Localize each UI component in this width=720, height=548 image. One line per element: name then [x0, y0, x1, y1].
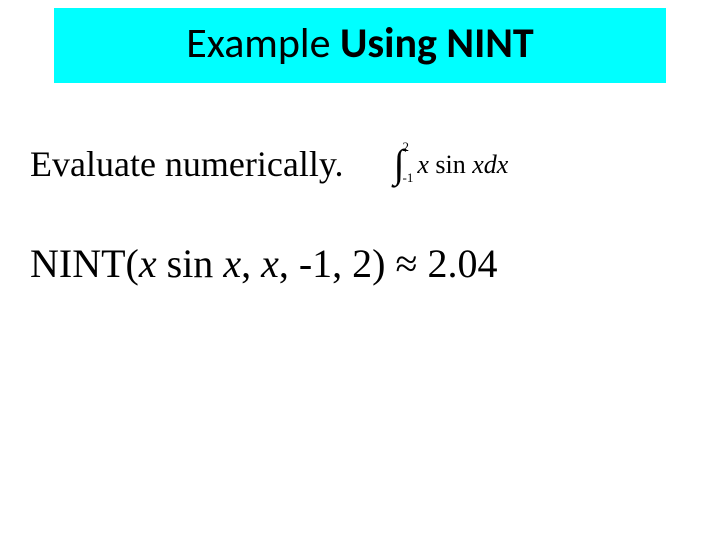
integrand: x sin xdx: [417, 150, 508, 180]
result-arg-sin: sin: [157, 241, 224, 286]
result-func: NINT(: [30, 241, 139, 286]
result-approx: ≈ 2.04: [395, 241, 497, 286]
result-arg-x2: x: [223, 241, 241, 286]
result-arg-var: x: [261, 241, 279, 286]
result-row: NINT(x sin x, x, -1, 2) ≈ 2.04: [30, 240, 690, 287]
result-arg-x1: x: [139, 241, 157, 286]
title-part2: Using NINT: [340, 18, 534, 69]
title-part1: Example: [186, 18, 340, 69]
prompt-row: Evaluate numerically. ∫ 2 -1 x sin xdx: [30, 143, 690, 185]
integral-expression: ∫ 2 -1 x sin xdx: [394, 144, 509, 184]
integrand-sin: sin: [429, 150, 472, 179]
integrand-x1: x: [417, 150, 429, 179]
integrand-x2: xdx: [472, 150, 508, 179]
result-bounds: , -1, 2): [279, 241, 396, 286]
integral-symbol: ∫: [394, 144, 405, 184]
title-box: Example Using NINT: [54, 8, 666, 83]
prompt-text: Evaluate numerically.: [30, 143, 344, 185]
result-comma1: ,: [241, 241, 261, 286]
title-text: Example Using NINT: [186, 18, 533, 69]
